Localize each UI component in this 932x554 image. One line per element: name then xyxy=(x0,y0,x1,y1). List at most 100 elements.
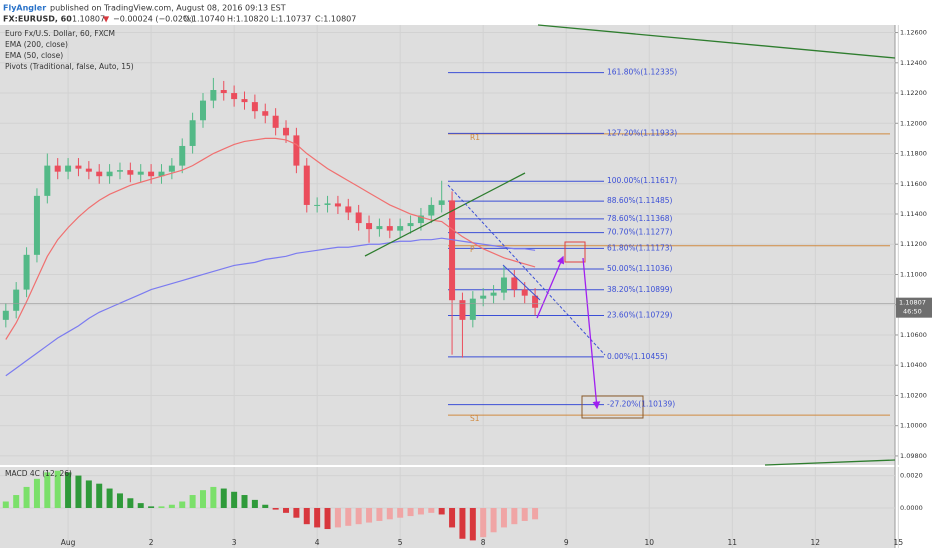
y-tick-label: 1.12600 xyxy=(900,29,927,37)
fib-label: 70.70%(1.11277) xyxy=(607,228,673,237)
ohlc: C:1.10807 xyxy=(315,15,356,24)
candle-body xyxy=(324,203,331,205)
macd-bar xyxy=(355,507,362,525)
trend-line xyxy=(537,24,896,59)
macd-bar xyxy=(417,507,424,515)
pivot-label: R1 xyxy=(470,133,480,142)
candle-body xyxy=(54,165,61,172)
macd-bar xyxy=(2,501,9,508)
y-tick-label: 1.10000 xyxy=(900,422,927,430)
macd-bar xyxy=(231,491,238,508)
candle-body xyxy=(220,90,227,94)
candle-body xyxy=(168,165,175,172)
candle-body xyxy=(189,120,196,146)
candle-body xyxy=(75,165,82,169)
legend-entry: EMA (50, close) xyxy=(5,51,63,60)
fib-label: 23.60%(1.10729) xyxy=(607,310,673,319)
macd-bar xyxy=(532,507,539,520)
countdown: 46:50 xyxy=(903,308,922,316)
target-box xyxy=(564,241,586,263)
macd-bar xyxy=(241,495,248,508)
candle-body xyxy=(262,111,269,116)
candle-body xyxy=(179,145,186,166)
macd-bar xyxy=(158,506,165,508)
candle-body xyxy=(449,200,456,301)
change: −0.00024 (−0.02%) xyxy=(113,15,194,24)
fib-label: 127.20%(1.11933) xyxy=(607,128,677,137)
macd-bar xyxy=(210,486,217,508)
y-tick-label: 1.11400 xyxy=(900,210,927,218)
candle-body xyxy=(127,170,134,175)
macd-bar xyxy=(345,507,352,526)
last-price-tag xyxy=(896,297,932,318)
candle-body xyxy=(469,298,476,320)
macd-bar xyxy=(33,478,40,508)
macd-bar xyxy=(168,504,175,508)
x-tick-label: 15 xyxy=(894,538,904,547)
ohlc: O:1.10740 xyxy=(183,15,225,24)
macd-bar xyxy=(272,507,279,510)
candle-body xyxy=(428,204,435,216)
candle-body xyxy=(13,289,20,311)
macd-bar xyxy=(376,507,383,521)
last-price-label: 1.10807 xyxy=(899,299,926,307)
x-tick-label: 11 xyxy=(727,538,737,547)
macd-bar xyxy=(521,507,528,521)
y-tick-label: 0.0020 xyxy=(900,472,923,480)
last: 1.10807 xyxy=(72,15,105,24)
fib-label: 161.80%(1.12335) xyxy=(607,68,677,77)
candle-body xyxy=(210,90,217,101)
macd-bar xyxy=(469,507,476,541)
macd-bar xyxy=(366,507,373,523)
y-tick-label: 1.10400 xyxy=(900,361,927,369)
macd-bar xyxy=(449,507,456,528)
y-tick-label: 1.10200 xyxy=(900,391,927,399)
candle-body xyxy=(148,171,155,177)
macd-bar xyxy=(54,470,61,508)
candle-body xyxy=(65,165,72,172)
candle-body xyxy=(355,212,362,224)
macd-bar xyxy=(428,507,435,513)
macd-bar xyxy=(96,483,103,508)
candle-body xyxy=(44,165,51,196)
fib-label: -27.20%(1.10139) xyxy=(607,400,675,409)
macd-bar xyxy=(459,507,466,539)
candle-body xyxy=(417,215,424,224)
macd-bar xyxy=(116,493,123,508)
macd-bar xyxy=(438,507,445,515)
macd-bar xyxy=(314,507,321,528)
candle-body xyxy=(23,254,30,290)
candle-body xyxy=(33,195,40,255)
x-tick-label: 4 xyxy=(315,538,320,547)
macd-bar xyxy=(189,495,196,508)
x-tick-label: 10 xyxy=(644,538,654,547)
candle-body xyxy=(272,115,279,128)
y-tick-label: 1.12200 xyxy=(900,89,927,97)
fib-label: 88.60%(1.11485) xyxy=(607,196,673,205)
fib-trend-line xyxy=(447,184,606,356)
candle-body xyxy=(511,277,518,290)
y-tick-label: 1.11800 xyxy=(900,150,927,158)
candle-body xyxy=(500,277,507,293)
macd-bar xyxy=(407,507,414,517)
author[interactable]: FlyAngler xyxy=(3,4,46,13)
ohlc: H:1.10820 xyxy=(227,15,269,24)
macd-bar xyxy=(283,507,290,513)
pivot-label: S1 xyxy=(470,414,480,423)
published: published on TradingView.com, August 08,… xyxy=(50,4,286,13)
candle-body xyxy=(251,102,258,112)
candle-body xyxy=(106,171,113,177)
fib-label: 78.60%(1.11368) xyxy=(607,214,673,223)
macd-bar xyxy=(251,499,258,508)
macd-bar xyxy=(262,504,269,508)
macd-bar xyxy=(334,507,341,528)
macd-bar xyxy=(148,506,155,508)
macd-bar xyxy=(85,480,92,508)
candle-body xyxy=(386,226,393,231)
candle-body xyxy=(459,300,466,320)
candle-body xyxy=(158,171,165,177)
fib-label: 38.20%(1.10899) xyxy=(607,285,673,294)
x-tick-label: 12 xyxy=(811,538,821,547)
candle-body xyxy=(532,295,539,308)
